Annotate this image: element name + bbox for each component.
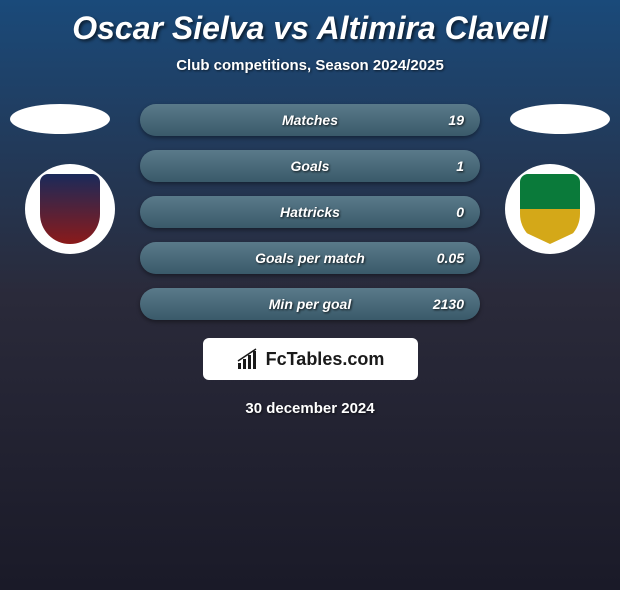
logo-text: FcTables.com (266, 349, 385, 370)
player-right-ellipse (510, 104, 610, 134)
subtitle: Club competitions, Season 2024/2025 (0, 57, 620, 74)
stat-label: Min per goal (269, 296, 351, 312)
stat-label: Hattricks (280, 204, 340, 220)
stat-label: Goals (291, 158, 330, 174)
betis-crest-icon (520, 174, 580, 244)
stat-row-matches: Matches 19 (140, 104, 480, 136)
page-title: Oscar Sielva vs Altimira Clavell (0, 10, 620, 47)
stat-right-value: 1 (434, 158, 464, 174)
player-left-ellipse (10, 104, 110, 134)
stat-row-goals: Goals 1 (140, 150, 480, 182)
team-badge-right (505, 164, 595, 254)
stat-row-goals-per-match: Goals per match 0.05 (140, 242, 480, 274)
team-badge-left (25, 164, 115, 254)
stat-right-value: 0.05 (434, 250, 464, 266)
date-label: 30 december 2024 (0, 400, 620, 417)
stat-right-value: 2130 (433, 296, 464, 312)
stats-list: Matches 19 Goals 1 Hattricks 0 Goals per… (140, 104, 480, 320)
stat-row-min-per-goal: Min per goal 2130 (140, 288, 480, 320)
stat-label: Matches (282, 112, 338, 128)
stat-label: Goals per match (255, 250, 365, 266)
stat-right-value: 19 (434, 112, 464, 128)
fctables-logo[interactable]: FcTables.com (203, 338, 418, 380)
huesca-crest-icon (40, 174, 100, 244)
comparison-content: Matches 19 Goals 1 Hattricks 0 Goals per… (0, 104, 620, 417)
bar-chart-icon (236, 347, 260, 371)
stat-row-hattricks: Hattricks 0 (140, 196, 480, 228)
stat-right-value: 0 (434, 204, 464, 220)
